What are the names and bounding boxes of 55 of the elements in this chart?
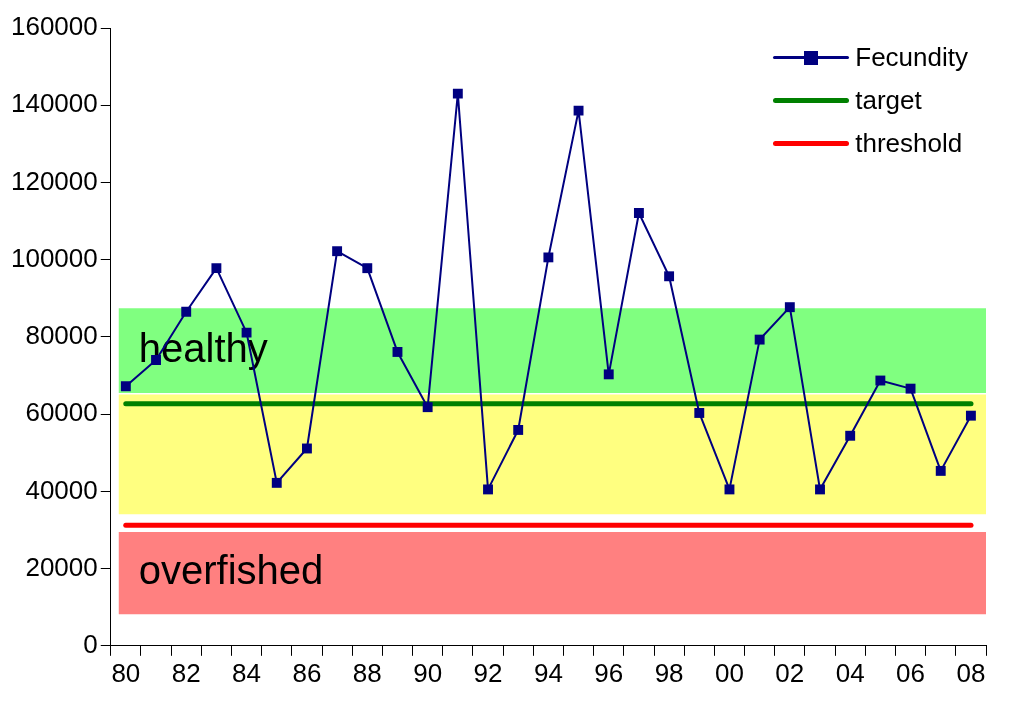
x-tick-label: 82 bbox=[171, 657, 201, 688]
x-tick-label: 80 bbox=[111, 657, 141, 688]
point bbox=[694, 408, 705, 418]
x-tick-label: 96 bbox=[594, 657, 624, 688]
point bbox=[815, 484, 825, 495]
y-tick-label: 80000 bbox=[25, 320, 98, 351]
point bbox=[965, 410, 976, 421]
point bbox=[332, 246, 343, 257]
point bbox=[784, 302, 795, 313]
y-tick-label: 140000 bbox=[10, 88, 98, 119]
x-tick-label: 04 bbox=[835, 657, 865, 688]
x-tick-label: 94 bbox=[533, 657, 563, 688]
point bbox=[211, 263, 222, 274]
y-tick-label: 160000 bbox=[10, 11, 98, 42]
legend-label: target bbox=[855, 85, 922, 116]
y-tick-label: 120000 bbox=[10, 165, 98, 196]
band-label: overfished bbox=[138, 548, 324, 593]
point bbox=[513, 425, 524, 435]
x-tick-label: 90 bbox=[413, 657, 443, 688]
point bbox=[181, 306, 192, 317]
point bbox=[271, 477, 282, 488]
point bbox=[301, 443, 312, 454]
y-tick-label: 60000 bbox=[25, 397, 98, 428]
point bbox=[422, 402, 433, 413]
point bbox=[392, 347, 403, 357]
point bbox=[845, 430, 856, 441]
point bbox=[603, 369, 614, 380]
point bbox=[724, 484, 735, 495]
point bbox=[905, 383, 916, 394]
y-tick-label: 20000 bbox=[25, 551, 98, 582]
point bbox=[935, 465, 946, 476]
x-tick-label: 00 bbox=[715, 657, 744, 688]
x-tick-label: 86 bbox=[292, 657, 322, 688]
point bbox=[664, 271, 675, 282]
legend-label: Fecundity bbox=[855, 42, 968, 73]
legend-label: threshold bbox=[855, 128, 963, 159]
x-tick-label: 02 bbox=[775, 657, 805, 688]
x-tick-label: 84 bbox=[232, 657, 262, 688]
point bbox=[452, 88, 463, 99]
point bbox=[754, 334, 765, 345]
point bbox=[120, 381, 131, 392]
y-tick-label: 40000 bbox=[25, 474, 98, 505]
point bbox=[633, 208, 644, 218]
x-tick-label: 88 bbox=[352, 657, 382, 688]
point bbox=[875, 375, 886, 386]
y-tick-label: 0 bbox=[83, 628, 98, 659]
point bbox=[483, 484, 493, 495]
x-tick-label: 92 bbox=[473, 657, 503, 688]
x-tick-label: 06 bbox=[896, 657, 926, 688]
x-tick-label: 08 bbox=[956, 657, 986, 688]
point bbox=[573, 105, 584, 116]
x-tick-label: 98 bbox=[654, 657, 684, 688]
point bbox=[543, 252, 554, 263]
y-tick-label: 100000 bbox=[10, 242, 98, 273]
point bbox=[362, 263, 373, 274]
